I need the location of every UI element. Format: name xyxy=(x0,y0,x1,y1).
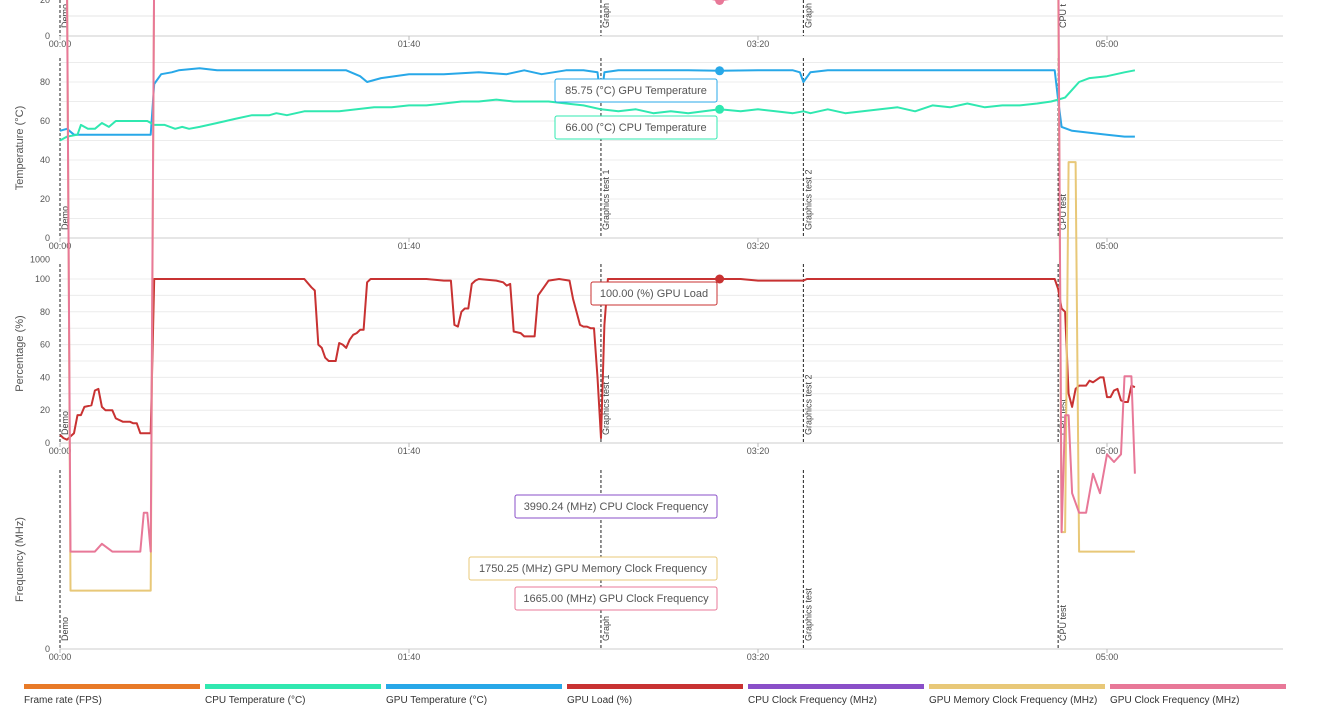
legend-label: GPU Memory Clock Frequency (MHz) xyxy=(929,695,1098,706)
section-marker-label: Graphics test 1 xyxy=(601,374,611,435)
tooltip-point xyxy=(715,274,725,284)
legend-label: Frame rate (FPS) xyxy=(24,695,102,706)
legend-swatch xyxy=(567,684,743,689)
x-tick-label: 03:20 xyxy=(747,652,770,662)
tooltip-box xyxy=(514,494,718,519)
tooltip-text: 66.00 (°C) CPU Temperature xyxy=(565,122,706,134)
tooltip-box xyxy=(514,586,718,611)
legend-swatch xyxy=(24,684,200,689)
x-tick-label: 01:40 xyxy=(398,652,421,662)
legend-label: CPU Clock Frequency (MHz) xyxy=(748,695,877,706)
series-line-0 xyxy=(59,278,1136,441)
legend-item[interactable]: GPU Temperature (°C) xyxy=(386,684,562,706)
section-marker-label: CPU test xyxy=(1058,398,1068,435)
section-marker-label: CPU t xyxy=(1058,3,1068,28)
section-marker-label: Graph xyxy=(803,3,813,28)
y-tick-label: 80 xyxy=(40,307,50,317)
legend-label: GPU Load (%) xyxy=(567,695,633,706)
y-tick-label: 1000 xyxy=(30,255,50,265)
section-marker-label: Graph xyxy=(601,616,611,641)
legend-item[interactable]: CPU Temperature (°C) xyxy=(205,684,381,706)
panel-frequency: 01000200030004000Frequency (MHz)00:0001:… xyxy=(14,0,1283,662)
y-tick-label: 20 xyxy=(40,194,50,204)
y-tick-label: 60 xyxy=(40,340,50,350)
x-tick-label: 00:00 xyxy=(49,652,72,662)
tooltip-box xyxy=(468,556,718,581)
y-tick-label: 40 xyxy=(40,155,50,165)
tooltip-box xyxy=(554,78,718,103)
y-tick-label: 80 xyxy=(40,77,50,87)
tooltip-text: 1750.25 (MHz) GPU Memory Clock Frequency xyxy=(479,563,708,575)
section-marker-label: Graph xyxy=(601,3,611,28)
legend-item[interactable]: GPU Clock Frequency (MHz) xyxy=(1110,684,1286,706)
x-tick-label: 05:00 xyxy=(1096,39,1119,49)
section-marker-label: Demo xyxy=(60,411,70,435)
x-tick-label: 03:20 xyxy=(747,241,770,251)
legend-swatch xyxy=(386,684,562,689)
section-marker-label: Graphics test 2 xyxy=(803,374,813,435)
x-tick-label: 00:00 xyxy=(49,241,72,251)
y-tick-label: 0 xyxy=(45,31,50,41)
section-marker-label: Demo xyxy=(60,617,70,641)
y-tick-label: 20 xyxy=(40,0,50,5)
y-tick-label: 60 xyxy=(40,116,50,126)
y-tick-label: 0 xyxy=(45,233,50,243)
legend-swatch xyxy=(748,684,924,689)
y-tick-label: 0 xyxy=(45,438,50,448)
tooltip-text: 3990.24 (MHz) CPU Clock Frequency xyxy=(524,501,709,513)
x-tick-label: 05:00 xyxy=(1096,652,1119,662)
tooltip-point xyxy=(715,0,725,5)
tooltip-text: 100.00 (%) GPU Load xyxy=(600,288,708,300)
y-axis-label: Temperature (°C) xyxy=(14,106,26,190)
panel-top-partial: 0 20 00:00 01:40 03:20 05:00 Demo Graph Graph CPU… xyxy=(40,0,1283,49)
section-marker-label: CPU test xyxy=(1058,604,1068,641)
section-marker-label: Demo xyxy=(60,206,70,230)
tooltip-box xyxy=(554,115,718,140)
series-line-0 xyxy=(59,67,1135,138)
series-line-1 xyxy=(66,0,1135,592)
tooltip-point xyxy=(715,66,725,76)
panel-temperature: 0 20 40 60 80 Temperature (°C) 00:00 01:40 03:20… xyxy=(14,58,1283,251)
section-marker-label: Graphics test xyxy=(803,587,813,641)
y-tick-label: 40 xyxy=(40,372,50,382)
section-marker-label: Demo xyxy=(60,4,70,28)
tooltip-text: 85.75 (°C) GPU Temperature xyxy=(565,85,707,97)
x-tick-label: 03:20 xyxy=(747,39,770,49)
y-tick-label: 100 xyxy=(35,274,50,284)
chart-legend: Frame rate (FPS) CPU Temperature (°C) GPU … xyxy=(24,684,1294,714)
legend-label: CPU Temperature (°C) xyxy=(205,695,306,706)
legend-item[interactable]: GPU Load (%) xyxy=(567,684,743,706)
legend-label: GPU Clock Frequency (MHz) xyxy=(1110,695,1240,706)
section-marker-label: Graphics test 1 xyxy=(601,169,611,230)
x-tick-label: 01:40 xyxy=(398,39,421,49)
section-marker-label: Graphics test 2 xyxy=(803,169,813,230)
y-tick-label: 0 xyxy=(45,644,50,654)
x-tick-label: 01:40 xyxy=(398,241,421,251)
legend-label: GPU Temperature (°C) xyxy=(386,695,488,706)
tooltip-point xyxy=(715,104,725,114)
legend-item[interactable]: Frame rate (FPS) xyxy=(24,684,200,706)
section-marker-label: CPU test xyxy=(1058,193,1068,230)
legend-swatch xyxy=(205,684,381,689)
y-axis-label: Frequency (MHz) xyxy=(14,517,26,602)
tooltip-box xyxy=(590,281,718,306)
legend-swatch xyxy=(1110,684,1286,689)
x-tick-label: 05:00 xyxy=(1096,241,1119,251)
series-line-1 xyxy=(59,69,1136,142)
x-tick-label: 03:20 xyxy=(747,446,770,456)
x-tick-label: 00:00 xyxy=(49,446,72,456)
legend-item[interactable]: GPU Memory Clock Frequency (MHz) xyxy=(929,684,1105,706)
x-tick-label: 01:40 xyxy=(398,446,421,456)
y-axis-label: Percentage (%) xyxy=(14,315,26,391)
tooltip-text: 1665.00 (MHz) GPU Clock Frequency xyxy=(523,593,709,605)
legend-item[interactable]: CPU Clock Frequency (MHz) xyxy=(748,684,924,706)
x-tick-label: 00:00 xyxy=(49,39,72,49)
y-tick-label: 20 xyxy=(40,405,50,415)
legend-swatch xyxy=(929,684,1105,689)
series-line-2 xyxy=(66,0,1136,553)
panel-load: 0 20 40 60 80 100 Percentage (%) 00:00 01:40 03:2… xyxy=(14,264,1283,456)
x-tick-label: 05:00 xyxy=(1096,446,1119,456)
